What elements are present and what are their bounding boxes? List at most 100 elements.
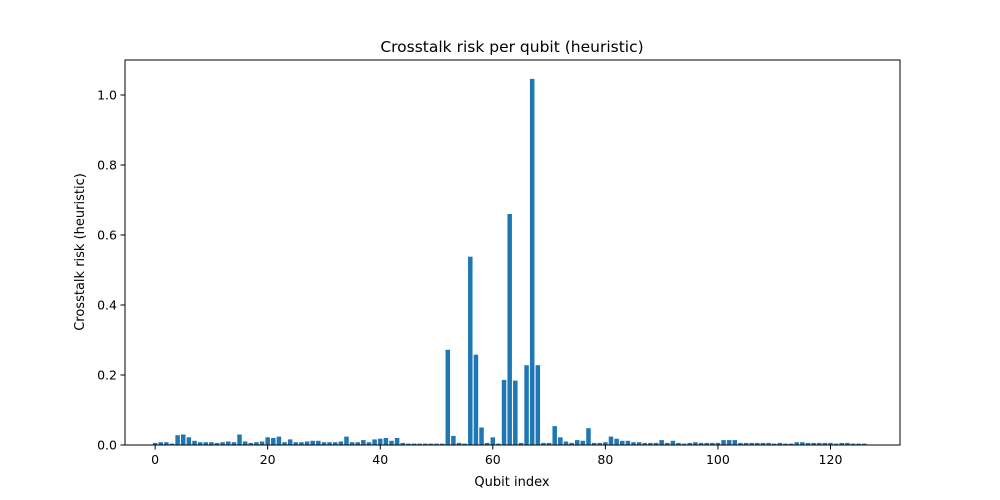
- bar-qubit-28: [310, 440, 315, 445]
- bar-qubit-59: [484, 442, 490, 445]
- bar-qubit-61: [496, 443, 501, 445]
- bar-qubit-3: [169, 443, 175, 445]
- bar-qubit-40: [377, 438, 383, 445]
- x-tick-label: 0: [151, 452, 159, 467]
- bar-qubit-87: [642, 442, 648, 445]
- bar-qubit-37: [361, 440, 366, 445]
- bar-qubit-30: [321, 442, 327, 445]
- bar-qubit-38: [366, 442, 372, 445]
- y-tick-label: 1.0: [97, 88, 117, 103]
- bar-qubit-111: [777, 442, 783, 445]
- bar-qubit-16: [242, 441, 248, 445]
- bar-qubit-58: [479, 427, 484, 445]
- bar-qubit-33: [338, 441, 344, 445]
- bar-qubit-125: [856, 443, 861, 445]
- bar-qubit-98: [704, 442, 709, 445]
- bar-qubit-92: [670, 440, 676, 445]
- bar-qubit-116: [805, 442, 811, 445]
- plot-frame: [124, 59, 901, 446]
- bar-qubit-35: [349, 442, 355, 445]
- bar-qubit-82: [614, 438, 619, 445]
- y-axis-label: Crosstalk risk (heuristic): [73, 173, 88, 331]
- bar-qubit-63: [507, 214, 512, 445]
- bar-qubit-11: [214, 442, 220, 445]
- bar-qubit-110: [771, 443, 777, 445]
- bar-qubit-18: [254, 442, 259, 445]
- bar-qubit-112: [783, 443, 788, 445]
- bar-qubit-119: [822, 442, 828, 445]
- bar-qubit-57: [473, 354, 479, 445]
- bar-qubit-80: [603, 442, 608, 445]
- bar-qubit-53: [451, 435, 456, 445]
- bar-qubit-123: [845, 442, 850, 445]
- bar-qubit-9: [203, 442, 209, 445]
- chart-title: Crosstalk risk per qubit (heuristic): [380, 38, 643, 56]
- bar-qubit-74: [569, 442, 574, 445]
- bar-qubit-99: [710, 442, 715, 445]
- bar-qubit-71: [552, 426, 557, 445]
- bar-qubit-6: [186, 437, 192, 445]
- x-tick-label: 100: [706, 452, 730, 467]
- bar-qubit-23: [282, 442, 287, 445]
- bar-qubit-47: [417, 443, 422, 445]
- bar-qubit-12: [220, 442, 225, 445]
- bar-qubit-49: [428, 443, 434, 445]
- bar-qubit-43: [394, 438, 400, 445]
- bar-qubit-107: [755, 442, 760, 445]
- bar-qubit-69: [541, 442, 546, 445]
- bar-qubit-120: [828, 442, 833, 445]
- bar-qubit-41: [383, 438, 389, 445]
- x-tick-label: 20: [260, 452, 276, 467]
- bar-qubit-5: [181, 434, 186, 445]
- bar-qubit-27: [304, 441, 310, 445]
- bar-qubit-31: [327, 442, 332, 445]
- bar-qubit-103: [732, 440, 738, 445]
- x-tick-label: 80: [597, 452, 613, 467]
- x-tick-label: 60: [485, 452, 501, 467]
- bar-qubit-19: [259, 441, 265, 445]
- bar-qubit-32: [332, 442, 338, 445]
- bar-qubit-48: [423, 443, 428, 445]
- y-tick-label: 0.2: [97, 368, 117, 383]
- bar-qubit-101: [721, 440, 726, 445]
- bar-qubit-88: [648, 442, 653, 445]
- bar-qubit-54: [456, 442, 462, 445]
- bar-qubit-114: [794, 442, 799, 445]
- bar-qubit-122: [839, 442, 844, 445]
- x-axis: 0 20 40 60 80 100 120: [151, 445, 842, 467]
- bar-qubit-25: [293, 442, 299, 445]
- bar-qubit-20: [265, 437, 270, 445]
- bar-qubit-1: [158, 442, 163, 445]
- bar-qubit-81: [608, 436, 614, 445]
- y-tick-label: 0.6: [97, 228, 117, 243]
- bar-qubit-8: [197, 442, 203, 445]
- bar-qubit-78: [591, 442, 597, 445]
- bar-qubit-29: [316, 440, 321, 445]
- bar-qubit-55: [462, 443, 467, 445]
- bar-qubit-42: [389, 440, 394, 445]
- bar-qubit-113: [788, 443, 794, 445]
- y-tick-label: 0.4: [97, 298, 117, 313]
- bar-qubit-108: [760, 442, 766, 445]
- bar-qubit-68: [535, 365, 541, 445]
- bar-qubit-93: [676, 442, 681, 445]
- bar-qubit-124: [850, 443, 856, 445]
- bar-qubit-15: [237, 434, 242, 445]
- bar-qubit-14: [231, 442, 237, 445]
- bar-qubit-106: [749, 442, 754, 445]
- bar-qubit-118: [816, 442, 822, 445]
- bar-qubit-97: [698, 442, 704, 445]
- bar-qubit-105: [743, 442, 749, 445]
- bar-qubit-109: [766, 442, 771, 445]
- bar-qubit-77: [586, 428, 591, 445]
- bar-qubit-44: [400, 442, 406, 445]
- bar-qubit-50: [434, 443, 439, 445]
- bar-qubit-91: [665, 442, 670, 445]
- bar-qubit-95: [687, 442, 693, 445]
- bar-qubit-104: [738, 442, 743, 445]
- bar-qubit-13: [226, 441, 231, 445]
- bar-qubit-60: [490, 437, 496, 445]
- bar-qubit-65: [518, 442, 524, 445]
- bars-group: [152, 78, 867, 446]
